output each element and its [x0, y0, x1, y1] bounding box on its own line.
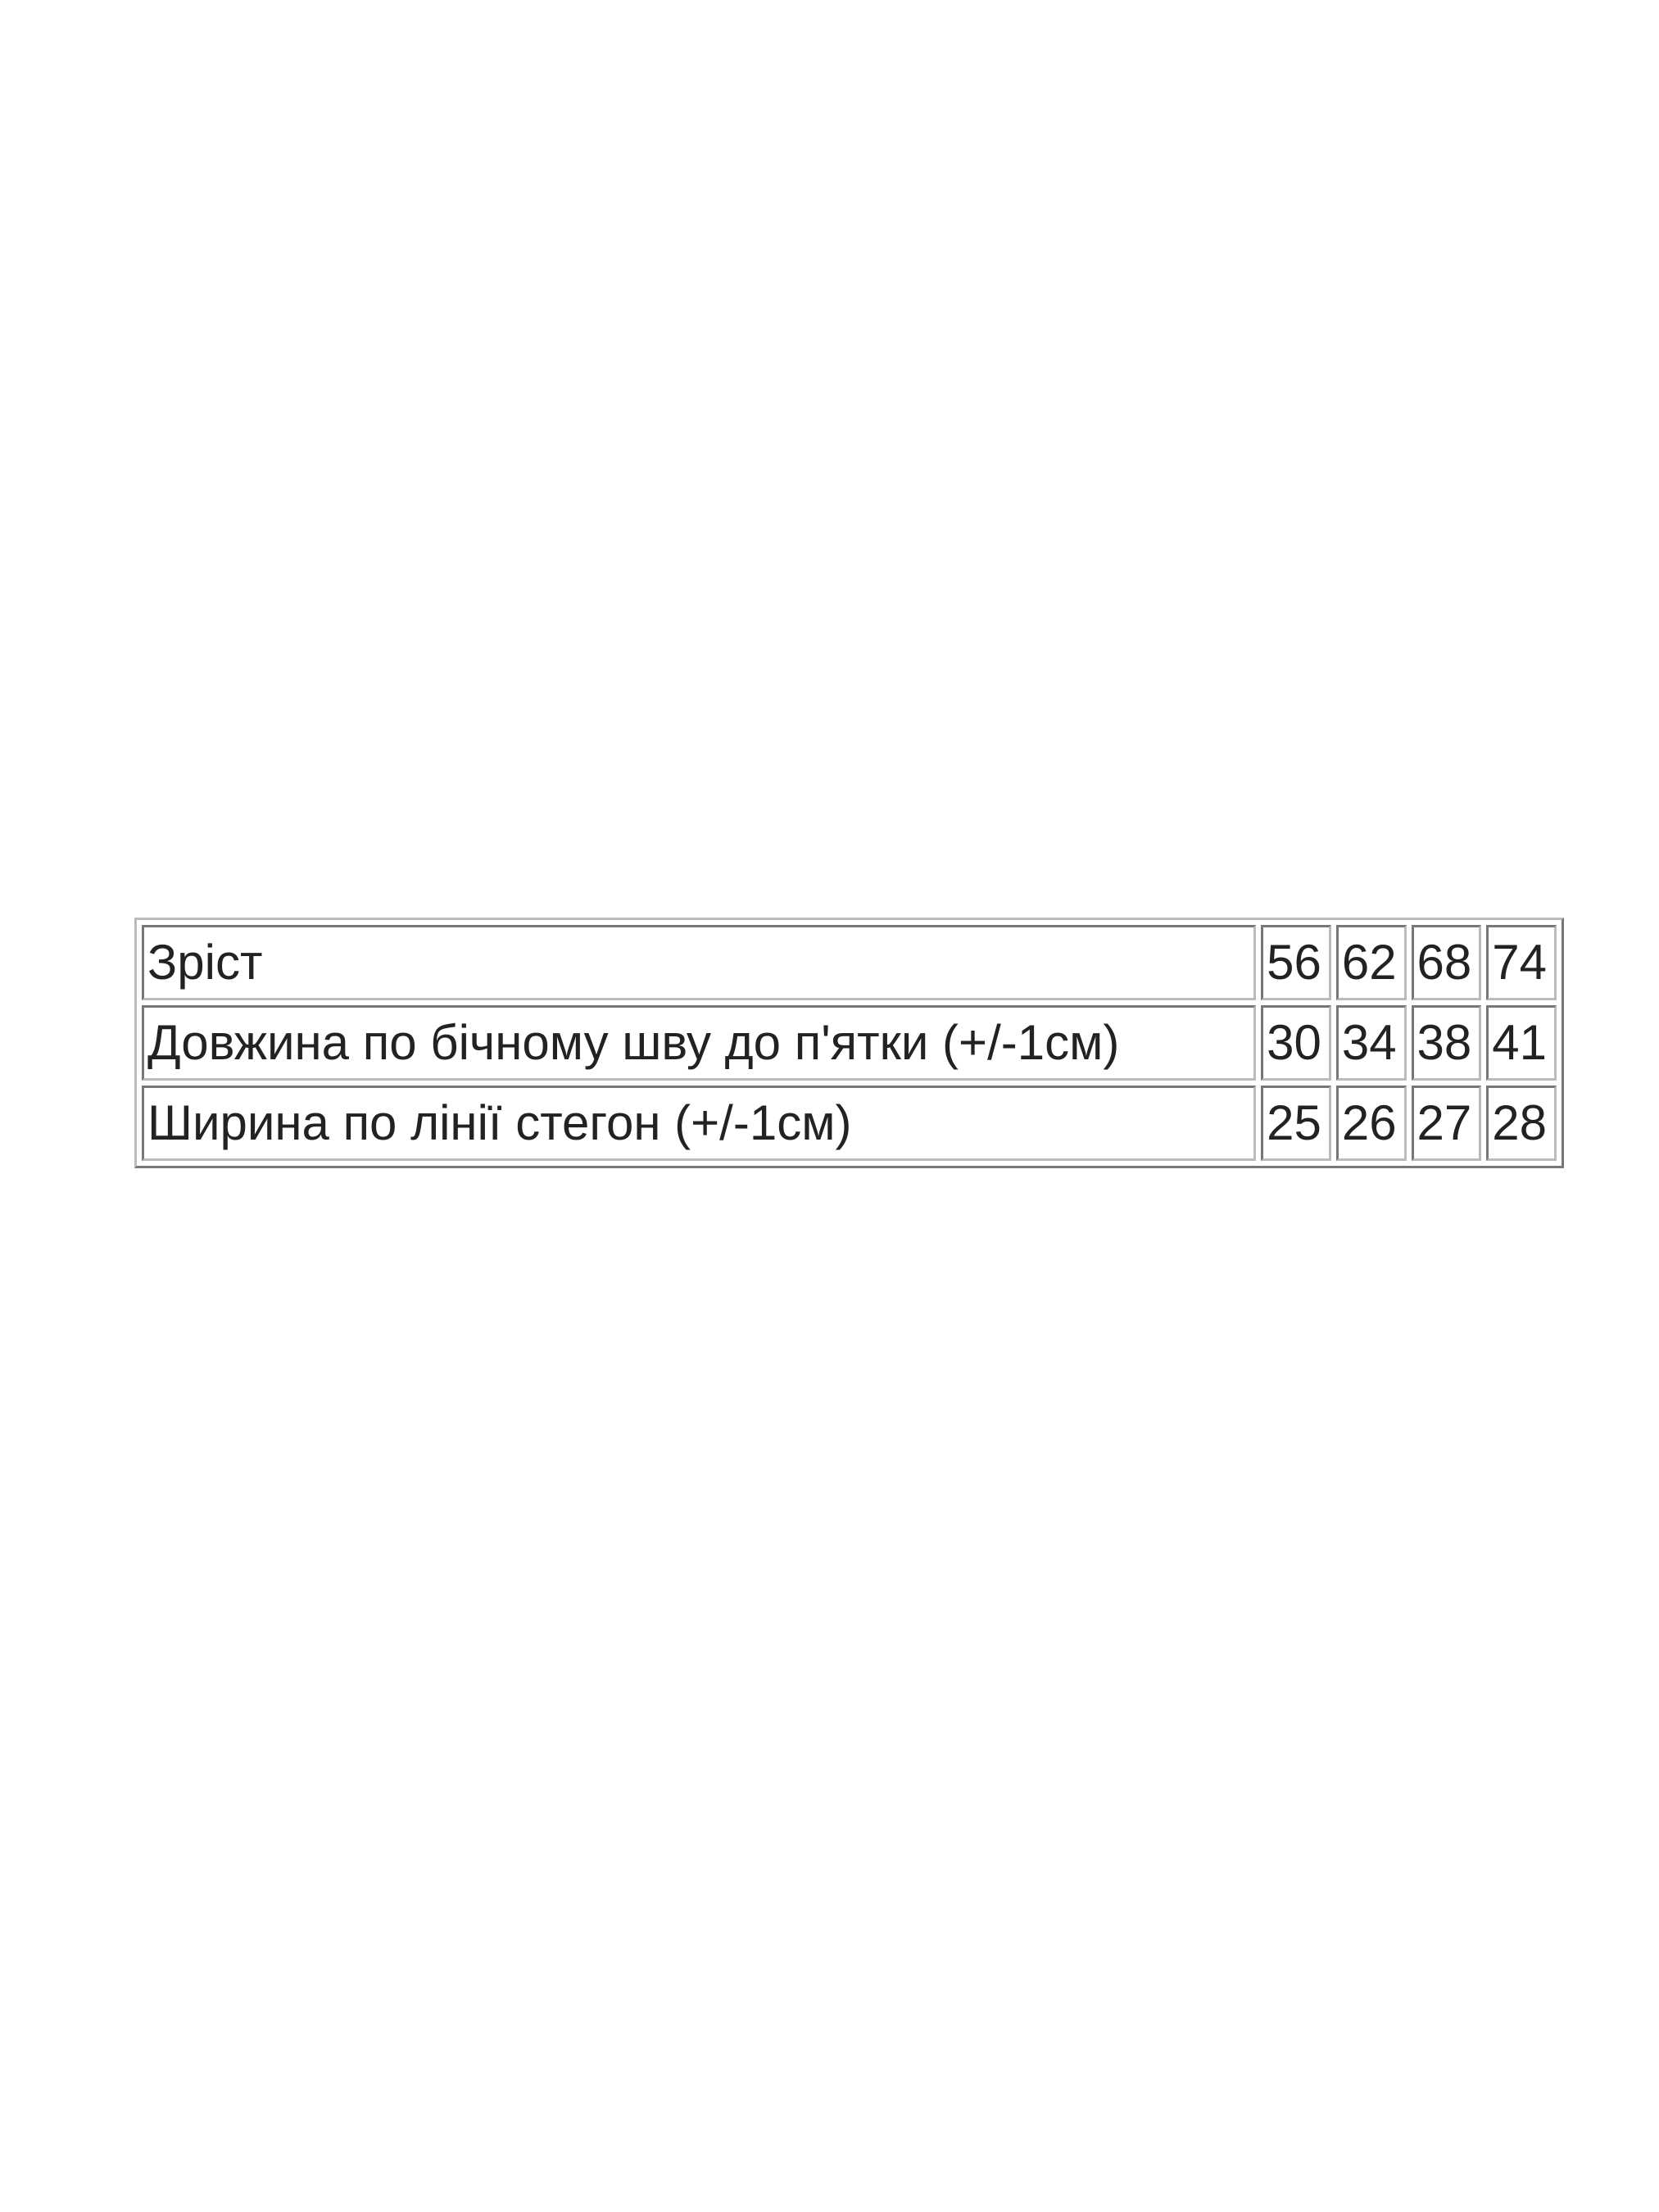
size-value: 41 — [1486, 1005, 1557, 1081]
size-value: 27 — [1411, 1086, 1482, 1161]
size-value: 25 — [1261, 1086, 1331, 1161]
size-value: 56 — [1261, 925, 1331, 1000]
row-label: Зріст — [142, 925, 1257, 1000]
table-row: Ширина по лінії стегон (+/-1см) 25 26 27 28 — [142, 1086, 1557, 1161]
size-value: 38 — [1411, 1005, 1482, 1081]
size-value: 26 — [1335, 1086, 1407, 1161]
size-value: 62 — [1335, 925, 1407, 1000]
size-value: 74 — [1486, 925, 1557, 1000]
table-row: Зріст 56 62 68 74 — [142, 925, 1557, 1000]
size-value: 28 — [1486, 1086, 1557, 1161]
size-value: 34 — [1335, 1005, 1407, 1081]
size-table: Зріст 56 62 68 74 Довжина по бічному шву до п… — [134, 918, 1564, 1168]
size-value: 30 — [1261, 1005, 1331, 1081]
size-value: 68 — [1411, 925, 1482, 1000]
table-body: Зріст 56 62 68 74 Довжина по бічному шву до п… — [142, 925, 1557, 1161]
table-row: Довжина по бічному шву до п'ятки (+/-1см… — [142, 1005, 1557, 1081]
row-label: Ширина по лінії стегон (+/-1см) — [142, 1086, 1257, 1161]
row-label: Довжина по бічному шву до п'ятки (+/-1см… — [142, 1005, 1257, 1081]
